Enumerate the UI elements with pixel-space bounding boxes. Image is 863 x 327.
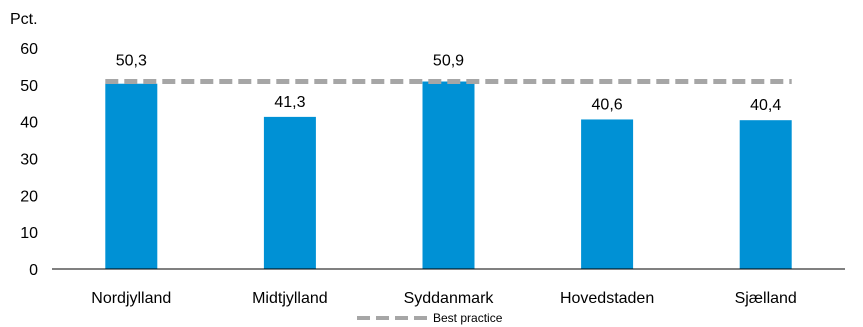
bars-group xyxy=(105,81,792,270)
y-tick-label: 40 xyxy=(20,115,38,132)
x-tick-label: Nordjylland xyxy=(91,290,171,307)
y-tick-label: 0 xyxy=(29,262,38,279)
data-labels-group: 50,3 41,3 50,9 40,6 40,4 xyxy=(116,53,782,115)
y-tick-label: 50 xyxy=(20,78,38,95)
x-tick-label: Midtjylland xyxy=(252,290,328,307)
data-label: 41,3 xyxy=(274,94,305,111)
x-tick-label: Hovedstaden xyxy=(560,290,654,307)
y-tick-label: 60 xyxy=(20,41,38,58)
data-label: 50,3 xyxy=(116,53,147,70)
legend-label-best-practice: Best practice xyxy=(433,311,503,325)
legend: Best practice xyxy=(357,311,503,325)
y-axis-ticks: 0 10 20 30 40 50 60 xyxy=(20,41,38,279)
bar-midtjylland xyxy=(263,116,316,270)
y-tick-label: 20 xyxy=(20,188,38,205)
data-label: 40,4 xyxy=(750,97,781,114)
bar-sjælland xyxy=(739,120,792,270)
y-tick-label: 30 xyxy=(20,152,38,169)
x-axis-ticks: Nordjylland Midtjylland Syddanmark Hovedsta… xyxy=(91,290,797,307)
x-tick-label: Sjælland xyxy=(735,290,797,307)
x-tick-label: Syddanmark xyxy=(404,290,495,307)
y-tick-label: 10 xyxy=(20,225,38,242)
bar-hovedstaden xyxy=(581,119,634,269)
data-label: 40,6 xyxy=(592,96,623,113)
y-axis-unit-label: Pct. xyxy=(10,11,38,28)
bar-syddanmark xyxy=(422,81,475,269)
bar-nordjylland xyxy=(105,83,158,269)
data-label: 50,9 xyxy=(433,53,464,70)
